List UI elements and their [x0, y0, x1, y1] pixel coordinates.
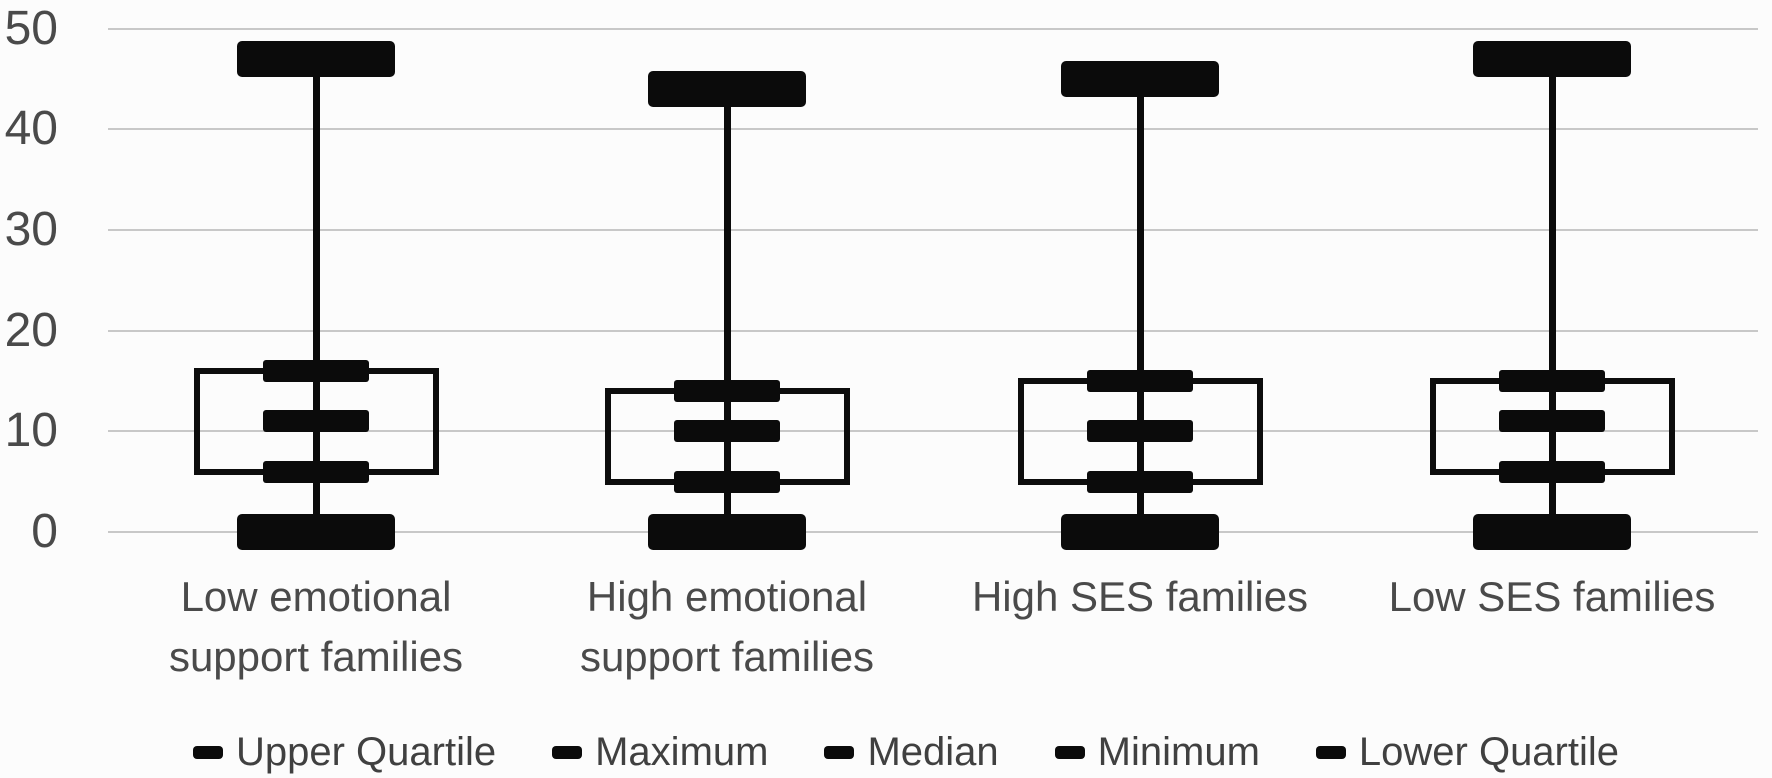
lower-quartile-marker	[1499, 461, 1605, 483]
upper-quartile-marker	[1499, 370, 1605, 392]
legend-marker-maximum	[552, 745, 583, 759]
gridline	[108, 228, 1758, 231]
gridline	[108, 329, 1758, 332]
legend-marker-minimum	[1054, 745, 1085, 759]
legend-item-upper-quartile: Upper Quartile	[192, 729, 497, 775]
category-label: Low emotional support families	[86, 567, 546, 687]
median-marker	[1499, 410, 1605, 432]
y-axis-tick-label: 30	[4, 202, 58, 256]
category-label: Low SES families	[1322, 567, 1772, 627]
category-label-line: Low emotional	[180, 573, 452, 620]
y-axis-tick-label: 40	[4, 102, 58, 156]
legend-item-lower-quartile: Lower Quartile	[1315, 729, 1620, 775]
upper-quartile-marker	[263, 360, 369, 382]
category-label-line: support families	[168, 633, 464, 680]
whisker-line	[724, 89, 731, 532]
category-label: High emotional support families	[497, 567, 957, 687]
lower-quartile-marker	[674, 471, 780, 493]
median-marker	[1087, 420, 1193, 442]
y-axis-tick-label: 0	[31, 505, 58, 558]
y-axis-tick-label: 10	[4, 404, 58, 458]
minimum-marker	[648, 514, 806, 550]
lower-quartile-marker	[263, 461, 369, 483]
gridline	[108, 531, 1758, 533]
legend-label: Upper Quartile	[235, 729, 497, 774]
legend-item-maximum: Maximum	[552, 730, 768, 775]
minimum-marker	[237, 514, 395, 550]
minimum-marker	[1473, 514, 1631, 550]
category-label-line: Low SES families	[1388, 573, 1716, 620]
legend-label: Median	[867, 729, 999, 774]
gridline	[108, 430, 1758, 433]
whisker-line	[1549, 59, 1556, 532]
maximum-marker	[237, 41, 395, 77]
legend-item-minimum: Minimum	[1054, 729, 1260, 775]
category-label-line: High SES families	[971, 573, 1309, 620]
maximum-marker	[648, 71, 806, 107]
upper-quartile-marker	[674, 380, 780, 402]
legend-item-median: Median	[824, 729, 999, 775]
legend-marker-median	[824, 745, 855, 759]
whisker-line	[1137, 79, 1144, 532]
minimum-marker	[1061, 514, 1219, 550]
legend-label: Maximum	[595, 729, 769, 774]
legend-label: Lower Quartile	[1358, 729, 1620, 774]
legend-marker-upper-quartile	[192, 745, 223, 759]
median-marker	[674, 420, 780, 442]
lower-quartile-marker	[1087, 471, 1193, 493]
y-axis-tick-label: 20	[4, 303, 58, 357]
gridline	[108, 27, 1758, 30]
gridline	[108, 128, 1758, 131]
whisker-line	[313, 59, 320, 532]
median-marker	[263, 410, 369, 432]
maximum-marker	[1473, 41, 1631, 77]
category-label: High SES families	[910, 567, 1370, 627]
legend-label: Minimum	[1097, 729, 1260, 774]
y-axis-tick-label: 50	[4, 1, 58, 55]
maximum-marker	[1061, 61, 1219, 97]
category-label-line: support families	[579, 633, 875, 680]
legend-marker-lower-quartile	[1315, 745, 1346, 759]
legend: Upper Quartile Maximum Median Minimum Lower …	[0, 722, 1772, 778]
upper-quartile-marker	[1087, 370, 1193, 392]
category-label-line: High emotional	[586, 573, 868, 620]
